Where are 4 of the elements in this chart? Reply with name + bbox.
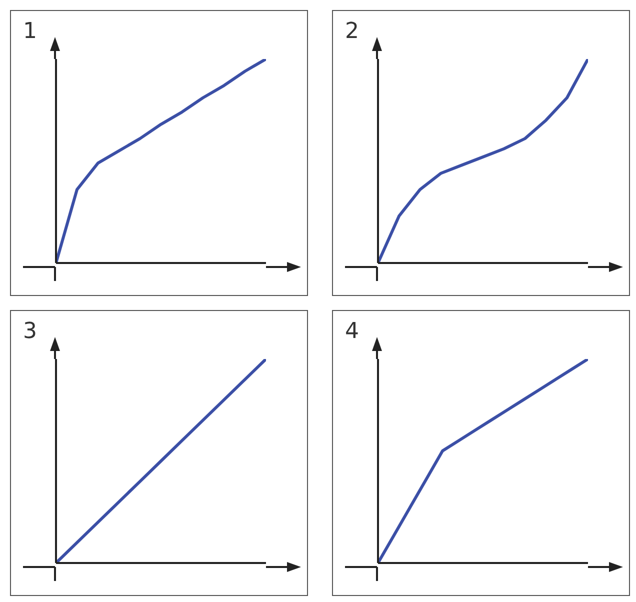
chart-title: 4	[345, 319, 359, 344]
chart-title: 3	[23, 319, 37, 344]
chart-title: 2	[345, 19, 359, 44]
chart-title: 1	[23, 19, 37, 44]
